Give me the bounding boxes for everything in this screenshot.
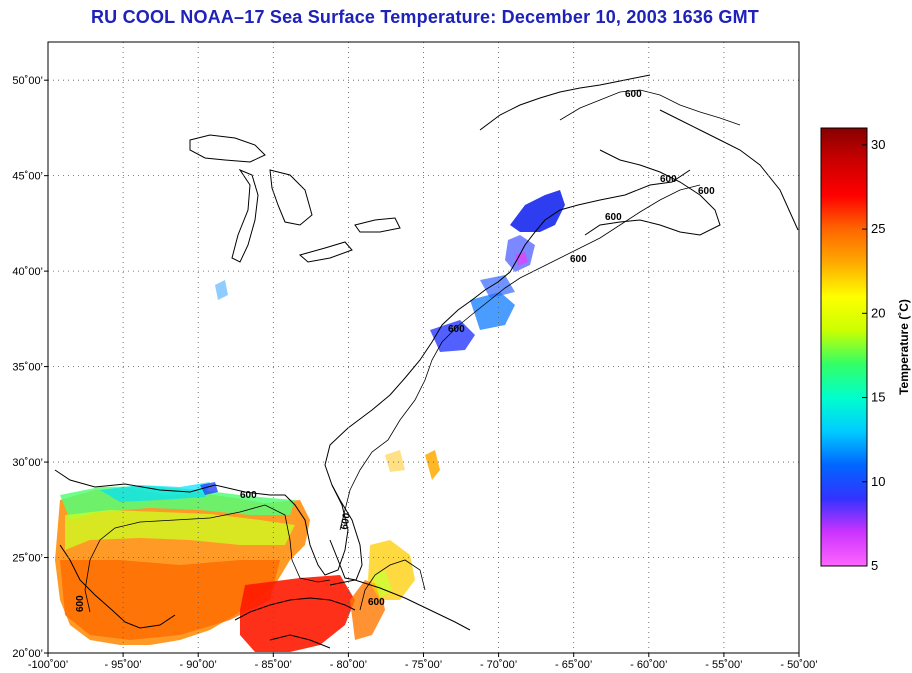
lon-tick-label: - 85˚00’ bbox=[255, 659, 292, 671]
lat-tick-label: 40˚00’ bbox=[12, 266, 43, 278]
lon-tick-label: - 55˚00’ bbox=[705, 659, 742, 671]
temperature-colorbar: 30 25 20 15 10 5 Temperature (˚C) bbox=[820, 127, 911, 573]
lon-tick-label: - 90˚00’ bbox=[180, 659, 217, 671]
colorbar-tick-label: 15 bbox=[871, 390, 885, 405]
lon-tick-label: - 70˚00’ bbox=[480, 659, 517, 671]
lat-tick-label: 45˚00’ bbox=[12, 171, 43, 183]
map-title: RU COOL NOAA–17 Sea Surface Temperature:… bbox=[90, 7, 759, 27]
lon-tick-label: - 50˚00’ bbox=[780, 659, 817, 671]
colorbar-tick-label: 20 bbox=[871, 305, 885, 320]
graticule-grid bbox=[48, 42, 799, 653]
lat-tick-label: 20˚00’ bbox=[12, 648, 43, 660]
longitude-labels: -100˚00’ - 95˚00’ - 90˚00’ - 85˚00’ - 80˚00’… bbox=[28, 653, 818, 671]
sst-data-layer bbox=[55, 190, 565, 652]
colorbar-tick-label: 5 bbox=[871, 558, 878, 573]
contour-label: 600 bbox=[339, 512, 353, 531]
colorbar-label: Temperature (˚C) bbox=[897, 299, 911, 395]
latitude-labels: 50˚00’ 45˚00’ 40˚00’ 35˚00’ 30˚00’ 25˚00’ 20˚0… bbox=[12, 75, 48, 660]
colorbar-tick-label: 30 bbox=[871, 137, 885, 152]
contour-label: 600 bbox=[625, 89, 642, 100]
lat-tick-label: 50˚00’ bbox=[12, 75, 43, 87]
contour-label: 600 bbox=[570, 254, 587, 265]
contour-label: 600 bbox=[660, 174, 677, 185]
contour-label: 600 bbox=[448, 324, 465, 335]
contour-labels: 600 600 600 600 600 600 600 600 600 600 bbox=[75, 89, 715, 612]
isobath-contours bbox=[84, 89, 741, 613]
contour-label: 600 bbox=[698, 186, 715, 197]
contour-label: 600 bbox=[240, 490, 257, 501]
contour-label: 600 bbox=[75, 595, 86, 612]
lon-tick-label: - 65˚00’ bbox=[555, 659, 592, 671]
lat-tick-label: 30˚00’ bbox=[12, 457, 43, 469]
lat-tick-label: 35˚00’ bbox=[12, 362, 43, 374]
lat-tick-label: 25˚00’ bbox=[12, 553, 43, 565]
colorbar-gradient bbox=[820, 127, 868, 567]
lon-tick-label: - 95˚00’ bbox=[104, 659, 141, 671]
lon-tick-label: - 60˚00’ bbox=[630, 659, 667, 671]
lon-tick-label: -100˚00’ bbox=[28, 659, 68, 671]
lon-tick-label: - 75˚00’ bbox=[405, 659, 442, 671]
lon-tick-label: - 80˚00’ bbox=[330, 659, 367, 671]
contour-label: 600 bbox=[368, 597, 385, 608]
contour-label: 600 bbox=[605, 212, 622, 223]
colorbar-tick-label: 10 bbox=[871, 474, 885, 489]
colorbar-tick-label: 25 bbox=[871, 221, 885, 236]
